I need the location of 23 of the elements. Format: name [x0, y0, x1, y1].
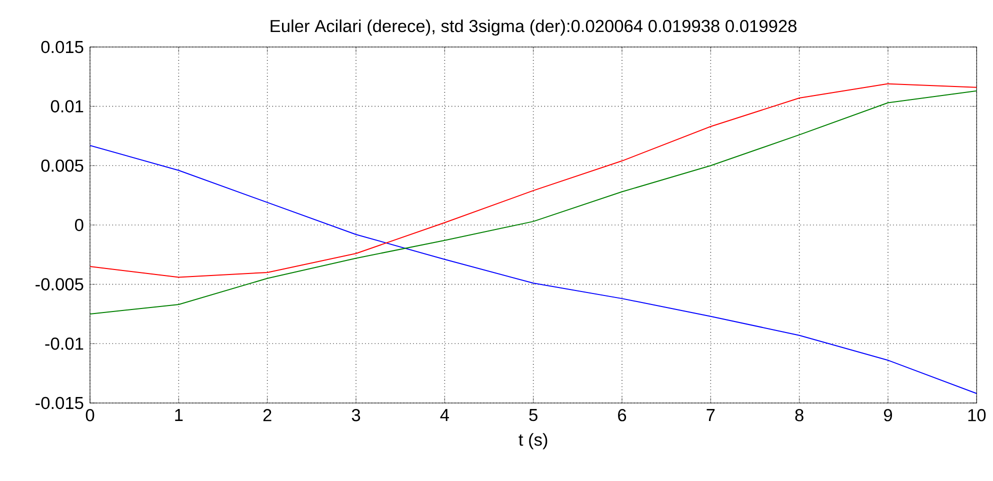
y-tick-label: 0.015 [41, 40, 84, 54]
x-tick-label: 2 [263, 409, 272, 422]
x-tick-label: 9 [884, 409, 892, 422]
x-tick-label: 4 [440, 409, 449, 421]
x-tick-label: 5 [529, 409, 538, 422]
chart-title: Euler Acilari (derece), std 3sigma (der):0.020064 0.019938 0.019928 [270, 19, 796, 36]
y-tick-label: 0.005 [41, 160, 84, 172]
y-tick-label: -0.005 [36, 278, 84, 290]
x-tick-label: 8 [795, 409, 804, 422]
y-tick-label: -0.015 [36, 396, 84, 410]
x-tick-label: 7 [706, 409, 715, 421]
x-tick-label: 6 [618, 409, 626, 422]
x-tick-label: 0 [86, 409, 94, 422]
y-tick-label: 0.01 [50, 100, 84, 112]
line-series [90, 90, 977, 314]
y-tick-label: -0.01 [45, 338, 84, 350]
y-tick-label: 0 [74, 218, 84, 232]
x-tick-label: 3 [352, 409, 360, 422]
x-tick-label: 10 [968, 409, 986, 422]
x-axis-title: t (s) [518, 433, 548, 450]
line-series [90, 83, 977, 278]
line-series [90, 144, 977, 394]
x-tick-label: 1 [175, 409, 183, 421]
